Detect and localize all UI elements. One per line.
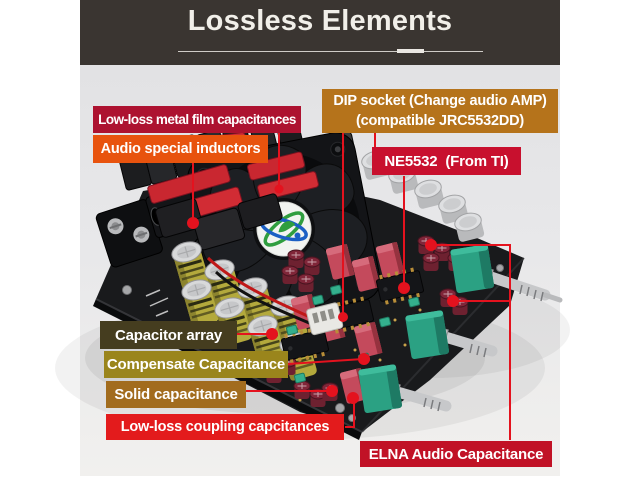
callout-dip-socket: DIP socket (Change audio AMP) (compatibl… [322, 89, 558, 133]
callout-label-line2: (compatible JRC5532DD) [355, 113, 525, 129]
banner-title: Lossless Elements [187, 5, 453, 37]
callout-capacitor-array: Capacitor array [100, 321, 237, 349]
callout-label-line1: DIP socket (Change audio AMP) [333, 93, 547, 109]
callout-label: NE5532 (From TI) [384, 152, 509, 170]
callout-label: Capacitor array [114, 326, 223, 344]
title-banner: Lossless Elements [80, 0, 560, 65]
callout-metal-film-capacitances: Low-loss metal film capacitances [93, 106, 301, 133]
callout-ne5532: NE5532 (From TI) [372, 147, 521, 175]
callout-elna-capacitance: ELNA Audio Capacitance [360, 441, 552, 467]
callout-audio-inductors: Audio special inductors [93, 135, 268, 163]
callout-coupling-capacitances: Low-loss coupling capcitances [106, 414, 344, 440]
callout-label: ELNA Audio Capacitance [368, 445, 544, 463]
callout-label: Compensate Capacitance [106, 356, 286, 373]
banner-underline [178, 49, 483, 53]
callout-label: Solid capacitance [114, 386, 238, 403]
callout-compensate-capacitance: Compensate Capacitance [104, 351, 288, 378]
callout-label: Audio special inductors [100, 141, 261, 157]
callout-label: Low-loss metal film capacitances [98, 112, 296, 127]
banner-underline-tick [397, 49, 424, 53]
callout-solid-capacitance: Solid capacitance [106, 381, 246, 408]
callout-label: Low-loss coupling capcitances [120, 419, 330, 435]
